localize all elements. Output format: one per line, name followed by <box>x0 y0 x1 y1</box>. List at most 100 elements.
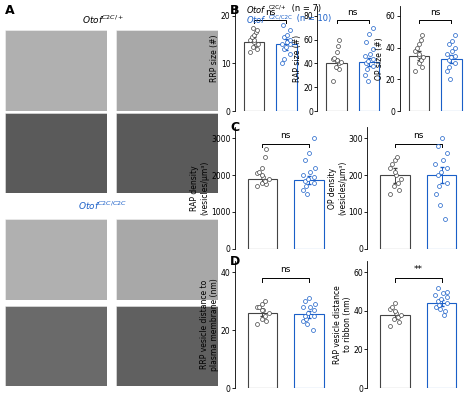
Point <box>416 52 423 59</box>
Point <box>369 56 376 62</box>
Bar <box>441 59 462 111</box>
Point <box>246 36 254 43</box>
Point <box>438 135 446 142</box>
Point <box>442 216 449 222</box>
Point <box>452 52 459 59</box>
Point <box>250 31 258 38</box>
Y-axis label: OP size (#): OP size (#) <box>375 37 384 80</box>
Point <box>331 54 338 60</box>
Point <box>392 168 399 175</box>
Point <box>392 308 399 314</box>
Point <box>364 78 372 85</box>
Y-axis label: RAP size (#): RAP size (#) <box>293 35 302 82</box>
Point <box>253 170 261 177</box>
Point <box>310 135 318 142</box>
Point <box>259 301 266 307</box>
Point <box>261 154 269 160</box>
Point <box>336 36 343 43</box>
Bar <box>326 64 347 111</box>
Point <box>437 168 445 175</box>
Point <box>253 183 261 189</box>
Point <box>439 290 447 297</box>
Point <box>434 298 442 304</box>
Point <box>392 157 399 164</box>
Point <box>299 304 307 310</box>
Point <box>386 323 393 330</box>
Point <box>388 304 396 310</box>
Point <box>279 22 287 28</box>
Point <box>306 150 313 156</box>
Point <box>415 51 423 57</box>
Point <box>283 39 291 45</box>
Point <box>301 178 309 184</box>
Point <box>300 187 307 193</box>
Point <box>302 183 310 189</box>
Point <box>329 56 337 62</box>
Point <box>300 318 307 325</box>
Point <box>310 174 318 180</box>
Point <box>448 47 456 54</box>
Point <box>329 78 337 85</box>
Bar <box>294 314 324 388</box>
Point <box>279 60 286 67</box>
Point <box>301 312 309 319</box>
Point <box>437 296 445 302</box>
Point <box>417 57 425 64</box>
Point <box>444 68 451 75</box>
Point <box>436 306 444 312</box>
Point <box>311 165 319 171</box>
Point <box>418 31 426 38</box>
Point <box>304 310 312 316</box>
Bar <box>380 315 410 388</box>
Point <box>263 146 270 152</box>
Point <box>310 312 318 319</box>
Point <box>265 176 273 182</box>
Text: (n = 10): (n = 10) <box>294 14 331 23</box>
Point <box>445 41 453 47</box>
Point <box>444 289 451 295</box>
Text: **: ** <box>414 265 423 274</box>
Point <box>363 66 371 73</box>
Point <box>361 53 368 59</box>
Point <box>388 161 396 167</box>
Point <box>278 41 286 47</box>
Point <box>333 57 340 63</box>
Point <box>452 44 459 51</box>
Point <box>365 30 373 37</box>
Point <box>434 285 442 291</box>
Point <box>366 51 374 57</box>
Point <box>255 304 263 310</box>
Point <box>258 315 265 322</box>
Bar <box>247 313 277 388</box>
Point <box>259 307 267 313</box>
Point <box>249 24 257 31</box>
Point <box>434 172 442 178</box>
Text: ns: ns <box>347 8 358 17</box>
Point <box>443 179 451 186</box>
Point <box>303 190 311 197</box>
Point <box>248 34 255 40</box>
Point <box>259 165 266 171</box>
Text: C2C/+: C2C/+ <box>269 5 287 10</box>
Bar <box>247 179 277 249</box>
Text: C2C/C2C: C2C/C2C <box>269 15 293 20</box>
Point <box>447 54 455 60</box>
Point <box>306 168 314 175</box>
Point <box>304 176 312 182</box>
Y-axis label: RRP vesicle distance to
plasma membrane (nm): RRP vesicle distance to plasma membrane … <box>200 278 219 371</box>
Point <box>440 312 447 318</box>
Point <box>418 64 426 70</box>
Text: B: B <box>230 4 239 17</box>
Point <box>255 41 262 47</box>
Point <box>443 294 451 300</box>
Bar <box>380 175 410 249</box>
Point <box>259 174 267 180</box>
Point <box>286 27 294 33</box>
Text: (n = 7): (n = 7) <box>289 4 321 13</box>
Point <box>335 66 343 73</box>
Text: A: A <box>5 4 14 17</box>
Point <box>283 31 291 38</box>
Text: $Otof$: $Otof$ <box>246 4 267 15</box>
Point <box>445 57 453 64</box>
Point <box>446 64 453 70</box>
